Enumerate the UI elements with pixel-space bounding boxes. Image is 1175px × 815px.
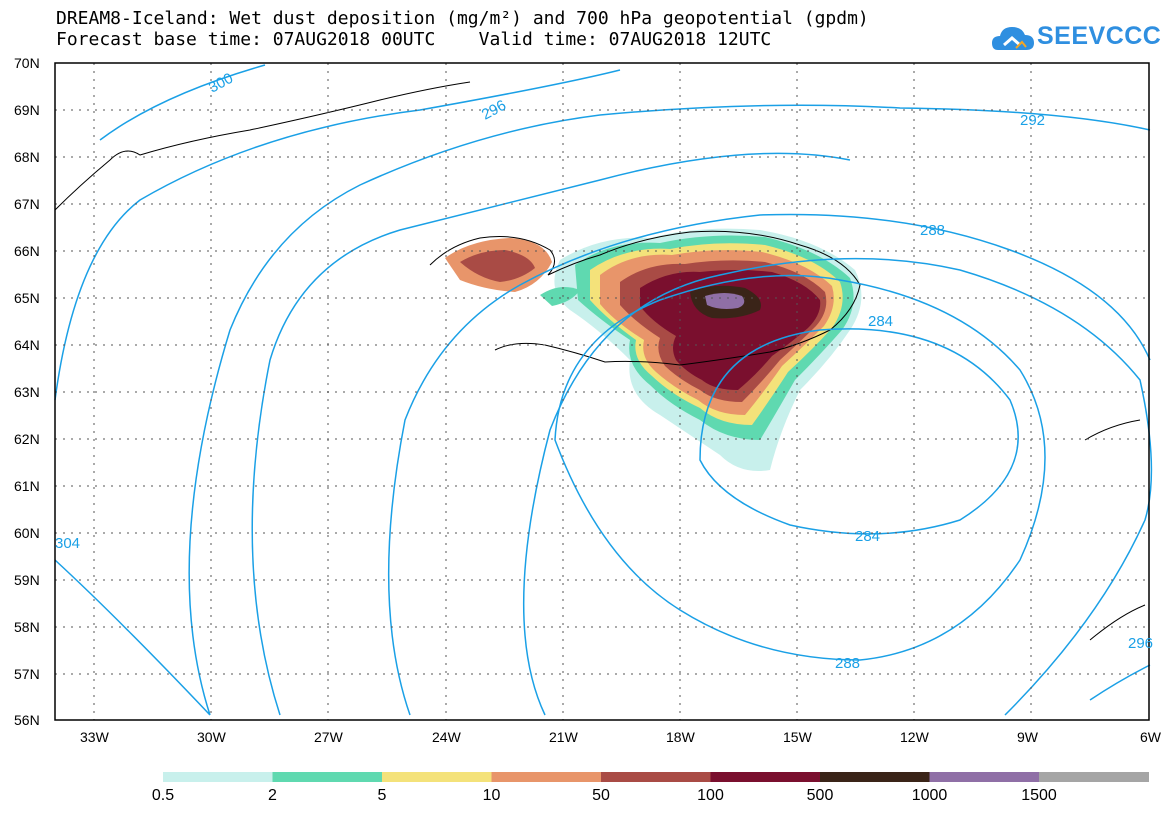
- lat-label: 60N: [14, 525, 40, 541]
- contour-label: 300: [206, 70, 236, 97]
- contour-label: 288: [920, 222, 945, 239]
- latitude-labels: 70N 69N 68N 67N 66N 65N 64N 63N 62N 61N …: [14, 55, 40, 728]
- contour-label: 292: [1020, 112, 1045, 129]
- contour-label: 284: [855, 528, 880, 545]
- lat-label: 69N: [14, 102, 40, 118]
- legend-label: 5: [378, 787, 387, 804]
- lat-label: 59N: [14, 572, 40, 588]
- graticule: [55, 63, 1149, 720]
- lon-label: 6W: [1140, 729, 1162, 745]
- legend-label: 50: [592, 787, 610, 804]
- lat-label: 56N: [14, 712, 40, 728]
- legend-label: 10: [483, 787, 501, 804]
- map-title-line2: Forecast base time: 07AUG2018 00UTC Vali…: [56, 29, 772, 50]
- legend-swatch: [491, 772, 602, 782]
- lat-label: 58N: [14, 619, 40, 635]
- lat-label: 65N: [14, 290, 40, 306]
- lat-label: 67N: [14, 196, 40, 212]
- lon-label: 21W: [549, 729, 579, 745]
- lat-label: 57N: [14, 666, 40, 682]
- legend-swatch: [272, 772, 383, 782]
- lon-label: 15W: [783, 729, 813, 745]
- contour-label: 304: [55, 535, 80, 552]
- contour-label: 296: [1128, 635, 1153, 652]
- lon-label: 33W: [80, 729, 110, 745]
- lat-label: 63N: [14, 384, 40, 400]
- legend-swatch: [1039, 772, 1149, 782]
- legend-label: 500: [807, 787, 834, 804]
- lon-label: 30W: [197, 729, 227, 745]
- legend-swatch: [710, 772, 821, 782]
- lon-label: 9W: [1017, 729, 1039, 745]
- legend-label: 1500: [1021, 787, 1057, 804]
- contour-label: 288: [835, 655, 860, 672]
- legend-swatch: [163, 772, 273, 782]
- contour-label: 284: [868, 313, 893, 330]
- color-legend: 0.5 2 5 10 50 100 500 1000 1500: [152, 772, 1149, 804]
- lat-label: 62N: [14, 431, 40, 447]
- lat-label: 70N: [14, 55, 40, 71]
- lon-label: 27W: [314, 729, 344, 745]
- legend-label: 0.5: [152, 787, 174, 804]
- longitude-labels: 33W 30W 27W 24W 21W 18W 15W 12W 9W 6W: [80, 729, 1162, 745]
- map-title-line1: DREAM8-Iceland: Wet dust deposition (mg/…: [56, 8, 869, 29]
- legend-swatch: [820, 772, 930, 782]
- map-frame: [54, 62, 1150, 721]
- lon-label: 24W: [432, 729, 462, 745]
- lat-label: 64N: [14, 337, 40, 353]
- lon-label: 18W: [666, 729, 696, 745]
- lat-label: 66N: [14, 243, 40, 259]
- lat-label: 61N: [14, 478, 40, 494]
- lat-label: 68N: [14, 149, 40, 165]
- lon-label: 12W: [900, 729, 930, 745]
- legend-label: 100: [697, 787, 724, 804]
- dust-deposition-field: [445, 228, 862, 471]
- legend-label: 2: [268, 787, 277, 804]
- legend-swatch: [382, 772, 492, 782]
- coastline: [54, 81, 1146, 641]
- cloud-icon: [992, 27, 1034, 50]
- legend-swatch: [929, 772, 1040, 782]
- legend-label: 1000: [912, 787, 948, 804]
- logo-text: SEEVCCC: [1037, 22, 1162, 50]
- geopotential-contours: [54, 64, 1153, 716]
- legend-swatch: [601, 772, 711, 782]
- contour-label: 296: [479, 97, 509, 124]
